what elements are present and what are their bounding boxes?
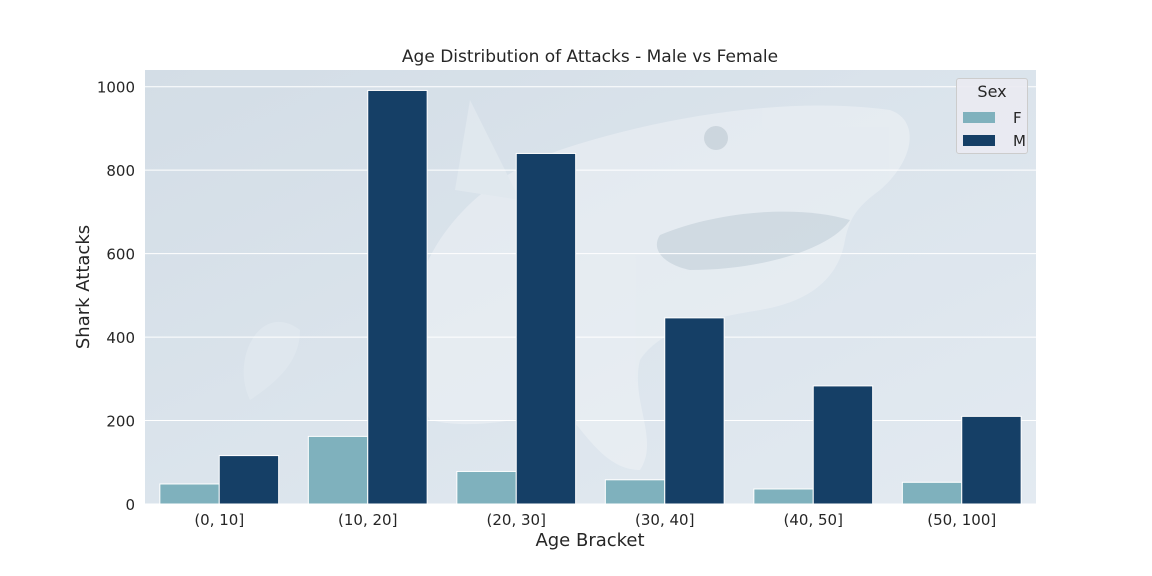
y-tick-label: 1000 (97, 79, 135, 97)
x-tick-label: (50, 100] (927, 511, 996, 529)
bar-f (456, 470, 517, 505)
gridlines (145, 86, 1036, 505)
bar-f (901, 481, 963, 505)
x-axis-label: Age Bracket (535, 530, 644, 551)
bar-f (307, 435, 369, 505)
bar-m (664, 317, 725, 505)
bar-f (604, 479, 666, 505)
bar-m (961, 415, 1022, 505)
bar-f (753, 488, 814, 505)
y-tick-label: 200 (106, 413, 135, 431)
x-tick-label: (40, 50] (784, 511, 843, 529)
bar-m (218, 455, 280, 505)
legend-swatch-m (963, 135, 995, 146)
x-tick-label: (10, 20] (338, 511, 397, 529)
y-tick-label: 800 (106, 162, 135, 180)
bar-m (812, 385, 874, 505)
legend-label-f: F (1013, 109, 1022, 127)
bar-m (367, 89, 428, 505)
legend-title: Sex (977, 82, 1007, 101)
legend: Sex F M (956, 78, 1028, 154)
x-tick-label: (20, 30] (487, 511, 546, 529)
x-axis-ticks: (0, 10] (10, 20] (20, 30] (30, 40] (40, 50] (… (194, 511, 996, 529)
y-tick-label: 600 (106, 246, 135, 264)
bars-group (159, 89, 1022, 505)
legend-item-m: M (963, 132, 1027, 150)
legend-swatch-f (963, 112, 995, 123)
y-axis-label: Shark Attacks (73, 225, 94, 349)
bar-m (515, 152, 577, 505)
legend-label-m: M (1013, 132, 1026, 150)
chart-title: Age Distribution of Attacks - Male vs Fe… (402, 47, 778, 67)
x-tick-label: (0, 10] (194, 511, 244, 529)
y-tick-label: 0 (125, 496, 135, 514)
bar-f (159, 483, 220, 505)
x-tick-label: (30, 40] (635, 511, 694, 529)
legend-item-f: F (963, 109, 1027, 127)
y-axis-ticks: 0 200 400 600 800 1000 (97, 79, 135, 514)
y-tick-label: 400 (106, 329, 135, 347)
